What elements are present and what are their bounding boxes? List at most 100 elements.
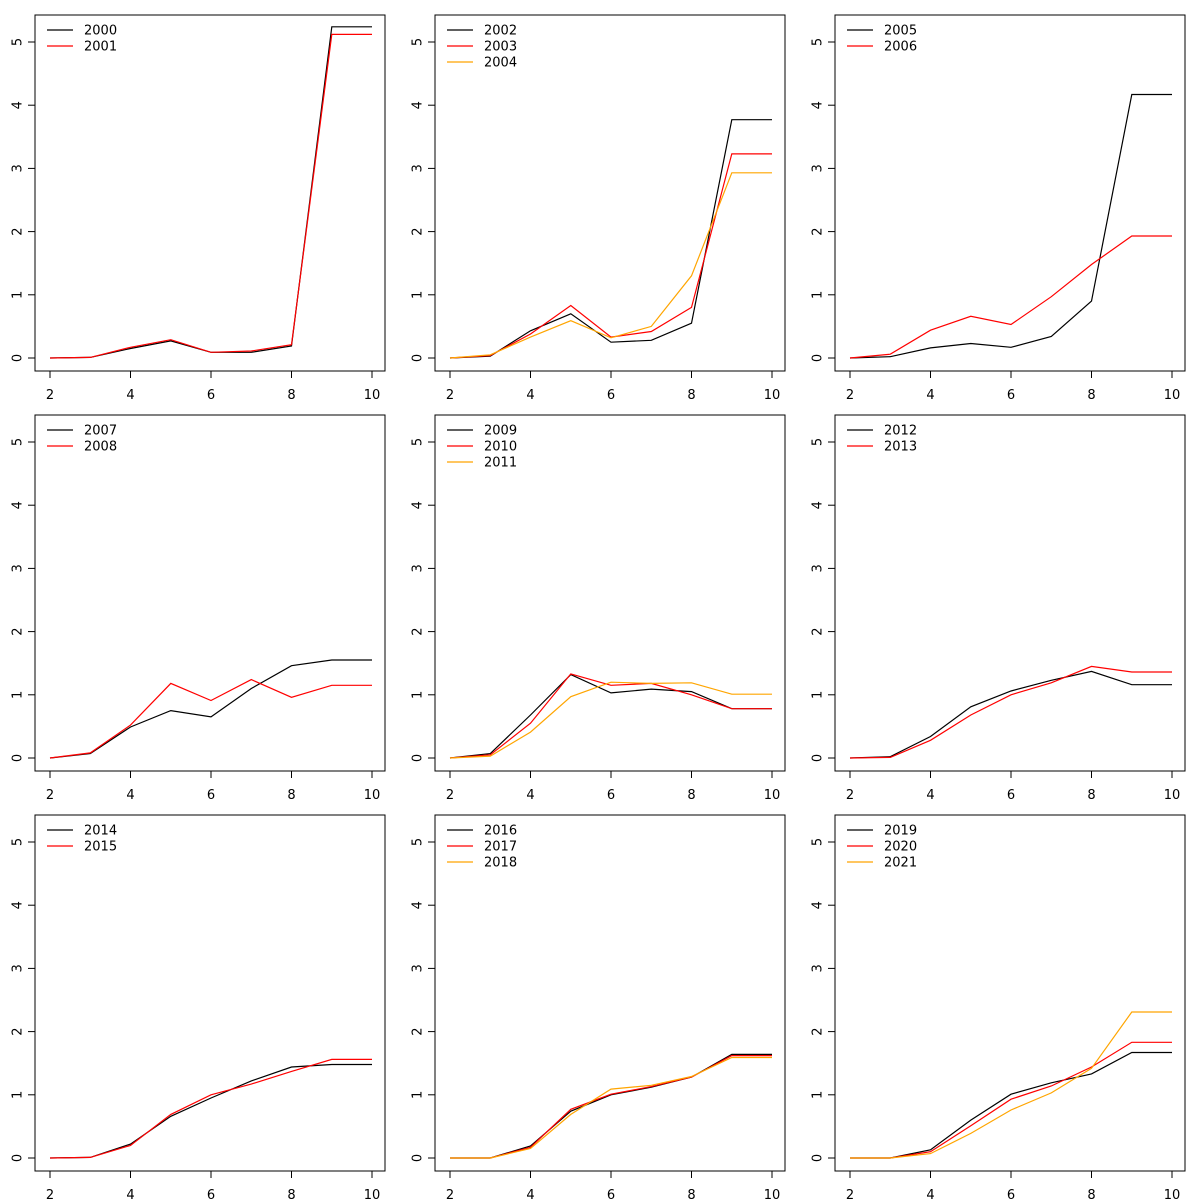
y-tick-label: 1 [11, 691, 26, 699]
x-tick-label: 4 [126, 788, 134, 803]
legend-label: 2003 [484, 40, 517, 55]
plot-frame [34, 414, 386, 772]
legend-label: 2006 [884, 40, 917, 55]
y-tick-label: 3 [811, 964, 826, 972]
x-tick-label: 6 [1007, 788, 1015, 803]
series-2000-line [49, 26, 372, 359]
y-tick-label: 5 [811, 838, 826, 846]
y-tick-label: 3 [811, 164, 826, 172]
y-tick-label: 5 [11, 838, 26, 846]
x-tick-label: 2 [846, 388, 854, 403]
legend-label: 2007 [84, 424, 117, 439]
y-tick-label: 0 [11, 1154, 26, 1162]
y-tick-label: 4 [11, 901, 26, 909]
x-tick-label: 4 [926, 388, 934, 403]
legend-label: 2015 [84, 840, 117, 855]
legend-label: 2002 [484, 24, 517, 39]
y-tick-label: 0 [411, 354, 426, 362]
plot-frame [834, 14, 1186, 372]
x-tick-label: 4 [926, 788, 934, 803]
x-tick-label: 8 [687, 388, 695, 403]
x-tick-label: 2 [846, 788, 854, 803]
x-tick-label: 10 [764, 388, 781, 403]
y-tick-label: 1 [411, 291, 426, 299]
legend-label: 2019 [884, 824, 917, 839]
series-2010-line [449, 673, 772, 759]
x-tick-label: 6 [607, 788, 615, 803]
series-2016-line [450, 1053, 772, 1159]
series-2017-line [450, 1054, 772, 1159]
y-tick-label: 4 [811, 101, 826, 109]
x-tick-label: 4 [126, 388, 134, 403]
legend-label: 2021 [884, 856, 917, 871]
y-tick-label: 1 [411, 691, 426, 699]
y-tick-label: 1 [411, 1091, 426, 1099]
x-tick-label: 10 [1164, 388, 1181, 403]
legend-label: 2018 [484, 856, 517, 871]
y-tick-label: 2 [11, 627, 26, 635]
plot-frame [834, 414, 1186, 772]
x-tick-label: 2 [446, 1188, 454, 1200]
y-tick-label: 5 [811, 438, 826, 446]
x-tick-label: 10 [364, 1188, 381, 1200]
legend-label: 2012 [884, 424, 917, 439]
series-2009-line [449, 673, 772, 759]
y-tick-label: 4 [11, 101, 26, 109]
y-tick-label: 2 [411, 227, 426, 235]
legend-label: 2005 [884, 24, 917, 39]
series-2019-line [850, 1051, 1172, 1159]
x-tick-label: 2 [446, 788, 454, 803]
x-tick-label: 2 [46, 388, 54, 403]
y-tick-label: 1 [811, 291, 826, 299]
y-tick-label: 2 [11, 1027, 26, 1035]
x-tick-label: 8 [687, 788, 695, 803]
y-tick-label: 4 [811, 501, 826, 509]
x-tick-label: 10 [1164, 1188, 1181, 1200]
x-tick-label: 10 [764, 1188, 781, 1200]
plot-frame [34, 14, 386, 372]
legend-label: 2001 [84, 40, 117, 55]
x-tick-label: 6 [607, 1188, 615, 1200]
y-tick-label: 5 [411, 38, 426, 46]
y-tick-label: 3 [411, 964, 426, 972]
x-tick-label: 2 [46, 788, 54, 803]
legend-label: 2020 [884, 840, 917, 855]
series-2018-line [450, 1056, 772, 1159]
series-2014-line [49, 1063, 372, 1159]
y-tick-label: 2 [411, 627, 426, 635]
y-tick-label: 3 [11, 164, 26, 172]
x-tick-label: 8 [1087, 788, 1095, 803]
x-tick-label: 4 [926, 1188, 934, 1200]
y-tick-label: 1 [11, 1091, 26, 1099]
series-2005-line [849, 93, 1172, 359]
y-tick-label: 0 [411, 754, 426, 762]
y-tick-label: 2 [811, 227, 826, 235]
y-tick-label: 3 [811, 564, 826, 572]
x-tick-label: 4 [526, 788, 534, 803]
x-tick-label: 8 [287, 388, 295, 403]
y-tick-label: 0 [811, 354, 826, 362]
x-tick-label: 2 [846, 1188, 854, 1200]
series-2004-line [449, 172, 772, 359]
y-tick-label: 0 [11, 354, 26, 362]
series-2015-line [49, 1058, 372, 1159]
x-tick-label: 4 [526, 1188, 534, 1200]
y-tick-label: 0 [811, 1154, 826, 1162]
series-2001-line [49, 33, 372, 359]
y-tick-label: 5 [11, 438, 26, 446]
y-tick-label: 2 [11, 227, 26, 235]
y-tick-label: 3 [411, 564, 426, 572]
series-2011-line [449, 681, 772, 759]
legend-label: 2017 [484, 840, 517, 855]
x-tick-label: 6 [607, 388, 615, 403]
y-tick-label: 3 [11, 564, 26, 572]
y-tick-label: 2 [811, 1027, 826, 1035]
y-tick-label: 5 [11, 38, 26, 46]
plot-frame [34, 814, 386, 1172]
